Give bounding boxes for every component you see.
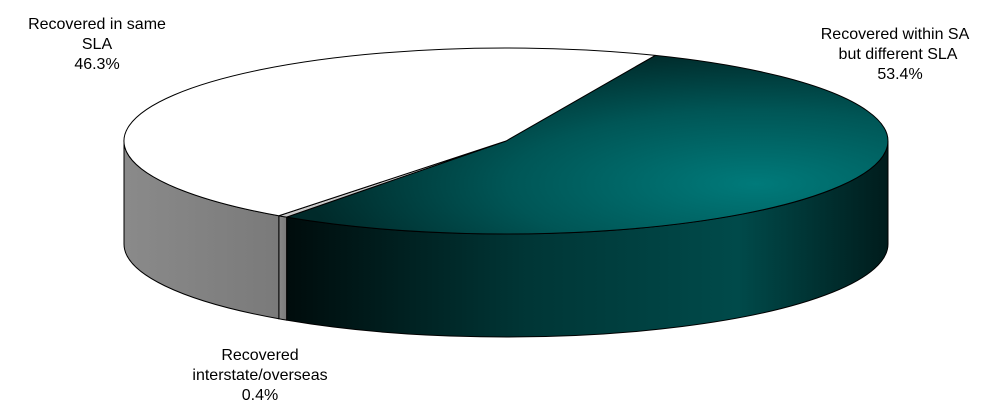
- slice-label-same-sla: Recovered in same SLA 46.3%: [2, 15, 192, 75]
- slice-label-interstate-line2: interstate/overseas: [192, 367, 328, 384]
- slice-value-same-sla: 46.3%: [74, 56, 120, 73]
- pie-slice-same-sla: [123, 47, 656, 217]
- slice-label-within-sa-line1: Recovered within SA: [820, 26, 970, 43]
- slice-value-interstate: 0.4%: [241, 387, 279, 404]
- slice-label-within-sa: Recovered within SA but different SLA 53…: [790, 25, 999, 85]
- slice-value-within-sa: 53.4%: [877, 66, 923, 83]
- pie-side-interstate-overseas: [278, 215, 288, 321]
- slice-label-interstate: Recovered interstate/overseas 0.4%: [160, 346, 360, 406]
- pie-slice-within-sa-different-sla: [286, 54, 889, 235]
- slice-label-same-sla-line1: Recovered in same: [28, 16, 166, 33]
- slice-label-same-sla-line2: SLA: [81, 36, 113, 53]
- slice-label-interstate-line1: Recovered: [221, 347, 299, 364]
- slice-label-within-sa-line2: but different SLA: [838, 46, 958, 63]
